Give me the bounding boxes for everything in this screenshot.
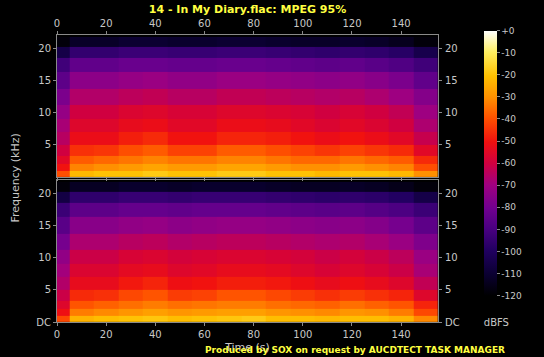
svg-text:60: 60 — [198, 18, 211, 29]
svg-text:120: 120 — [342, 329, 361, 340]
svg-text:40: 40 — [149, 18, 162, 29]
svg-text:14 - In My Diary.flac: MPEG 95: 14 - In My Diary.flac: MPEG 95% — [149, 3, 346, 16]
svg-text:20: 20 — [100, 18, 113, 29]
svg-text:15: 15 — [445, 75, 458, 86]
svg-text:15: 15 — [38, 75, 51, 86]
svg-text:Time (s): Time (s) — [224, 341, 270, 354]
svg-text:-80: -80 — [501, 202, 516, 212]
svg-text:20: 20 — [38, 43, 51, 54]
svg-text:-20: -20 — [501, 70, 516, 80]
svg-text:Frequency (kHz): Frequency (kHz) — [9, 133, 22, 222]
svg-text:80: 80 — [247, 18, 260, 29]
svg-text:-90: -90 — [501, 225, 516, 235]
svg-text:DC: DC — [445, 317, 460, 328]
svg-text:5: 5 — [45, 139, 51, 150]
svg-text:0: 0 — [54, 18, 60, 29]
svg-text:20: 20 — [445, 188, 458, 199]
svg-text:5: 5 — [45, 284, 51, 295]
svg-text:-10: -10 — [501, 48, 516, 58]
svg-text:140: 140 — [392, 329, 411, 340]
svg-text:60: 60 — [198, 329, 211, 340]
svg-text:10: 10 — [38, 107, 51, 118]
svg-text:-30: -30 — [501, 92, 516, 102]
svg-text:0: 0 — [54, 329, 60, 340]
svg-text:120: 120 — [342, 18, 361, 29]
svg-text:DC: DC — [36, 317, 51, 328]
svg-text:10: 10 — [445, 252, 458, 263]
svg-text:10: 10 — [38, 252, 51, 263]
svg-text:5: 5 — [445, 139, 451, 150]
svg-text:-70: -70 — [501, 180, 516, 190]
svg-text:20: 20 — [100, 329, 113, 340]
svg-text:15: 15 — [38, 220, 51, 231]
svg-text:-110: -110 — [501, 269, 522, 279]
svg-text:80: 80 — [247, 329, 260, 340]
svg-text:Produced by SOX on request by: Produced by SOX on request by AUCDTECT T… — [205, 345, 505, 355]
svg-text:100: 100 — [293, 329, 312, 340]
svg-text:-60: -60 — [501, 158, 516, 168]
svg-text:5: 5 — [445, 284, 451, 295]
svg-text:-120: -120 — [501, 291, 522, 301]
svg-text:20: 20 — [38, 188, 51, 199]
svg-text:-100: -100 — [501, 247, 522, 257]
svg-text:+0: +0 — [501, 26, 515, 36]
svg-text:40: 40 — [149, 329, 162, 340]
svg-text:140: 140 — [392, 18, 411, 29]
svg-text:-40: -40 — [501, 114, 516, 124]
svg-text:-50: -50 — [501, 136, 516, 146]
svg-text:10: 10 — [445, 107, 458, 118]
svg-text:dBFS: dBFS — [484, 317, 509, 328]
svg-text:20: 20 — [445, 43, 458, 54]
svg-text:100: 100 — [293, 18, 312, 29]
svg-text:15: 15 — [445, 220, 458, 231]
